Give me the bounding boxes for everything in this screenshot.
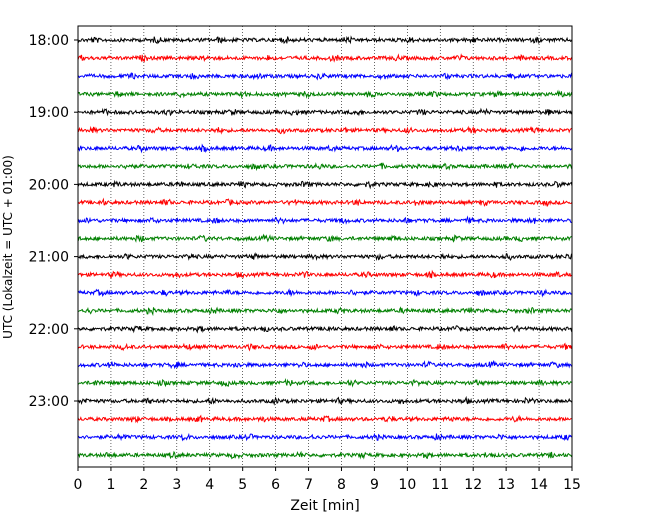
x-tick-label-4: 4 bbox=[205, 477, 214, 493]
x-tick-label-15: 15 bbox=[563, 477, 581, 493]
trace-2045 bbox=[77, 233, 573, 243]
x-tick-label-11: 11 bbox=[431, 477, 449, 493]
trace-2315 bbox=[77, 414, 573, 424]
y-tick-label-1900: 19:00 bbox=[29, 105, 69, 121]
trace-2015 bbox=[77, 197, 573, 208]
x-tick-label-13: 13 bbox=[497, 477, 515, 493]
x-tick-label-6: 6 bbox=[271, 477, 280, 493]
trace-2030 bbox=[77, 215, 573, 225]
trace-1815 bbox=[77, 53, 573, 63]
trace-2345 bbox=[77, 450, 573, 460]
trace-2000 bbox=[77, 179, 573, 190]
trace-2115 bbox=[77, 269, 573, 279]
x-tick-label-14: 14 bbox=[530, 477, 548, 493]
x-axis-ticks: 0 1 2 3 4 5 6 7 8 9 10 11 12 13 14 15 bbox=[74, 467, 581, 493]
plot-frame bbox=[77, 25, 573, 468]
trace-1930 bbox=[77, 143, 573, 154]
x-tick-label-1: 1 bbox=[106, 477, 115, 493]
trace-1900 bbox=[77, 107, 573, 117]
x-tick-label-8: 8 bbox=[337, 477, 346, 493]
x-tick-label-9: 9 bbox=[370, 477, 379, 493]
y-tick-label-2000: 20:00 bbox=[29, 177, 69, 193]
trace-2245 bbox=[77, 378, 573, 388]
x-tick-label-2: 2 bbox=[139, 477, 148, 493]
x-tick-label-3: 3 bbox=[172, 477, 181, 493]
plot-background bbox=[78, 26, 572, 467]
y-axis-title: UTC (Lokalzeit = UTC + 01:00) bbox=[1, 155, 15, 339]
trace-1945 bbox=[77, 162, 573, 172]
x-tick-label-0: 0 bbox=[74, 477, 83, 493]
y-axis-ticks: 18:00 19:00 20:00 21:00 22:00 23:00 bbox=[29, 33, 78, 410]
trace-1915 bbox=[77, 125, 573, 135]
y-tick-label-1800: 18:00 bbox=[29, 33, 69, 49]
y-tick-label-2300: 23:00 bbox=[29, 394, 69, 410]
seismic-traces bbox=[77, 35, 573, 460]
trace-2130 bbox=[77, 288, 573, 298]
trace-2215 bbox=[77, 342, 573, 352]
trace-2300 bbox=[77, 395, 573, 406]
x-tick-label-7: 7 bbox=[304, 477, 313, 493]
x-axis-title: Zeit [min] bbox=[290, 498, 359, 514]
trace-1830 bbox=[77, 72, 573, 81]
trace-2100 bbox=[77, 252, 573, 262]
trace-2200 bbox=[77, 325, 573, 334]
trace-1845 bbox=[77, 89, 573, 99]
y-tick-label-2200: 22:00 bbox=[29, 322, 69, 338]
trace-2230 bbox=[77, 359, 573, 370]
trace-2330 bbox=[77, 432, 573, 442]
x-tick-label-12: 12 bbox=[464, 477, 482, 493]
trace-2145 bbox=[77, 306, 573, 317]
y-tick-label-2100: 21:00 bbox=[29, 250, 69, 266]
trace-1800 bbox=[77, 35, 573, 45]
x-tick-label-5: 5 bbox=[238, 477, 247, 493]
x-tick-label-10: 10 bbox=[398, 477, 416, 493]
